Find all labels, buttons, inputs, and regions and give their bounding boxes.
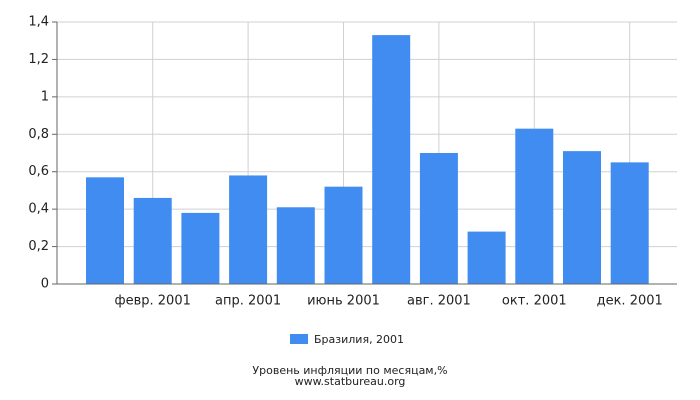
bar xyxy=(419,153,458,284)
y-tick-label: 0,4 xyxy=(28,202,49,217)
y-tick-label: 0,2 xyxy=(28,239,49,254)
x-tick-label: дек. 2001 xyxy=(597,294,663,309)
bar xyxy=(133,197,172,284)
legend-swatch xyxy=(290,334,308,344)
y-tick-label: 1 xyxy=(41,89,49,104)
legend-label: Бразилия, 2001 xyxy=(314,333,404,346)
y-tick-label: 1,4 xyxy=(28,15,49,30)
x-tick-label: авг. 2001 xyxy=(407,294,471,309)
bar xyxy=(324,186,363,284)
y-tick-label: 0,6 xyxy=(28,164,49,179)
bar xyxy=(372,35,411,284)
x-tick-label: июнь 2001 xyxy=(307,294,380,309)
bar xyxy=(563,151,601,284)
y-tick-label: 0,8 xyxy=(28,127,49,142)
bar xyxy=(276,207,315,284)
bar xyxy=(515,128,554,284)
chart-source: www.statbureau.org xyxy=(295,375,406,388)
y-tick-label: 1,2 xyxy=(28,52,49,67)
y-tick-label: 0 xyxy=(41,277,49,292)
bar xyxy=(86,177,124,284)
x-tick-label: апр. 2001 xyxy=(215,294,281,309)
bar xyxy=(610,162,649,284)
x-tick-label: февр. 2001 xyxy=(115,294,191,309)
bar xyxy=(467,231,506,284)
bar xyxy=(181,212,220,284)
chart-title: Уровень инфляции по месяцам,% xyxy=(252,364,447,377)
x-tick-label: окт. 2001 xyxy=(502,294,567,309)
bar xyxy=(229,175,268,284)
